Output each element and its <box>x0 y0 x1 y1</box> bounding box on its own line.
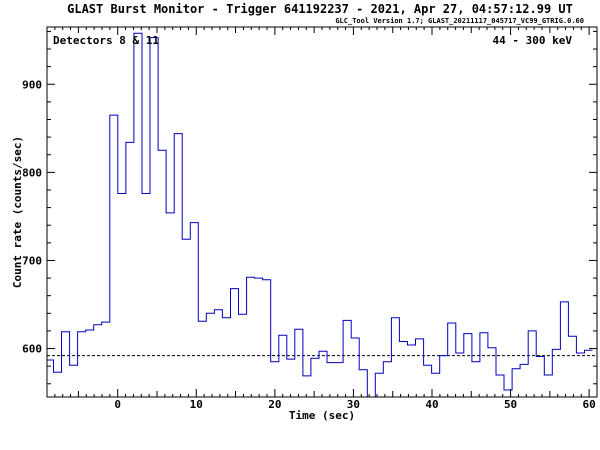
x-tick-label: 40 <box>425 398 438 411</box>
y-tick-label: 800 <box>22 166 42 179</box>
x-tick-label: 0 <box>114 398 121 411</box>
x-tick-label: 60 <box>583 398 596 411</box>
x-axis-label: Time (sec) <box>289 409 355 422</box>
x-tick-label: 50 <box>504 398 517 411</box>
x-axis: 0 10 20 30 40 50 60 <box>46 27 598 411</box>
x-tick-label: 20 <box>268 398 281 411</box>
y-axis: 600 700 800 900 <box>22 30 597 385</box>
y-tick-label: 900 <box>22 78 42 91</box>
x-tick-label: 30 <box>347 398 360 411</box>
energy-range-annotation: 44 - 300 keV <box>493 34 573 47</box>
chart-subtitle: GLC_Tool Version 1.7; GLAST_20211117_045… <box>335 17 584 25</box>
y-axis-label: Count rate (counts/sec) <box>11 136 24 288</box>
plot-area <box>47 32 597 397</box>
y-tick-label: 600 <box>22 343 42 356</box>
x-tick-label: 10 <box>190 398 203 411</box>
y-tick-label: 700 <box>22 254 42 267</box>
detectors-annotation: Detectors 8 & 11 <box>53 34 159 47</box>
count-rate-series-line <box>47 32 593 397</box>
chart-title: GLAST Burst Monitor - Trigger 641192237 … <box>67 2 573 16</box>
